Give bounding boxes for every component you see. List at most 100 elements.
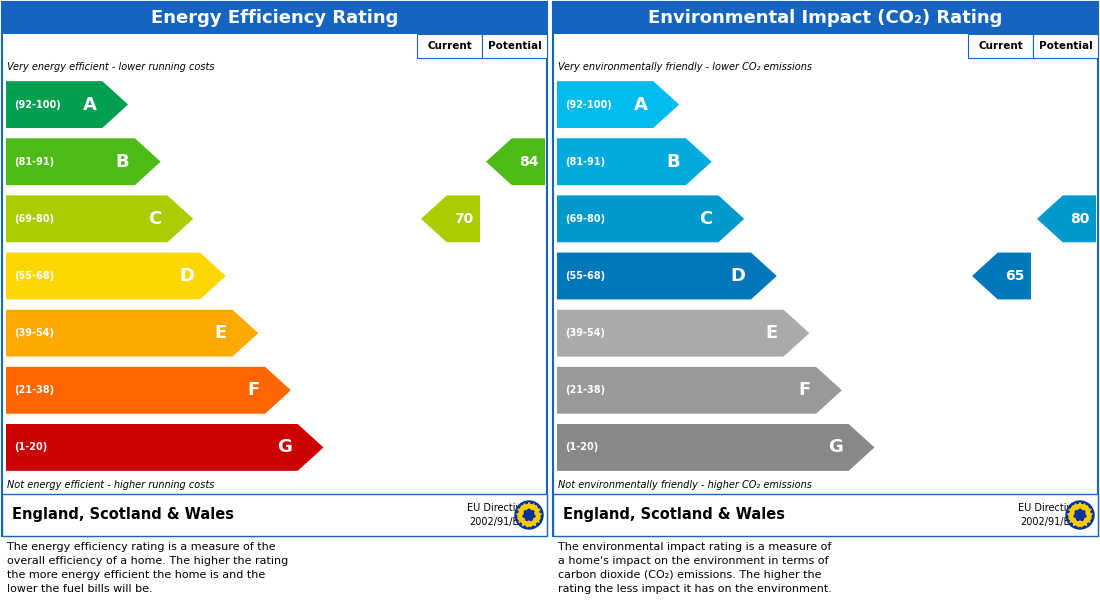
Polygon shape (526, 503, 532, 509)
Text: (21-38): (21-38) (14, 385, 54, 395)
Text: A: A (634, 95, 647, 113)
Polygon shape (1037, 195, 1096, 242)
Text: G: G (277, 439, 292, 456)
Text: Not energy efficient - higher running costs: Not energy efficient - higher running co… (7, 480, 214, 490)
Text: 80: 80 (1069, 212, 1089, 226)
Polygon shape (1072, 504, 1079, 510)
Polygon shape (6, 195, 194, 242)
Text: (21-38): (21-38) (565, 385, 605, 395)
Polygon shape (557, 310, 810, 357)
Text: (92-100): (92-100) (565, 100, 612, 110)
Polygon shape (534, 507, 540, 513)
Polygon shape (6, 81, 128, 128)
Polygon shape (518, 516, 525, 522)
Text: 84: 84 (518, 155, 538, 169)
Bar (553, 2, 1098, 34)
Bar (553, 2, 1098, 536)
Bar (417, 34, 482, 58)
Polygon shape (521, 519, 528, 525)
Text: D: D (179, 267, 194, 285)
Text: (1-20): (1-20) (565, 442, 598, 452)
Text: (39-54): (39-54) (14, 328, 54, 338)
Text: E: E (766, 324, 778, 342)
Text: Not environmentally friendly - higher CO₂ emissions: Not environmentally friendly - higher CO… (558, 480, 812, 490)
Text: B: B (116, 153, 129, 171)
Polygon shape (6, 424, 323, 471)
Polygon shape (535, 511, 541, 518)
Polygon shape (1068, 511, 1075, 518)
Text: 65: 65 (1004, 269, 1024, 283)
Text: (92-100): (92-100) (14, 100, 60, 110)
Bar (2, 2, 547, 34)
Polygon shape (1077, 521, 1084, 527)
Polygon shape (1085, 507, 1091, 513)
Circle shape (1066, 501, 1094, 529)
Polygon shape (6, 310, 258, 357)
Polygon shape (6, 138, 161, 185)
Text: D: D (730, 267, 745, 285)
Text: The energy efficiency rating is a measure of the
overall efficiency of a home. T: The energy efficiency rating is a measur… (7, 542, 288, 594)
Polygon shape (1069, 516, 1076, 522)
Text: C: C (700, 210, 713, 228)
Text: (55-68): (55-68) (14, 271, 54, 281)
Text: F: F (798, 381, 810, 399)
Text: (69-80): (69-80) (565, 214, 605, 224)
Text: Potential: Potential (487, 41, 541, 51)
Bar (968, 34, 1033, 58)
Polygon shape (518, 507, 525, 513)
Polygon shape (557, 253, 777, 299)
Bar (2, 494, 547, 536)
Polygon shape (972, 253, 1031, 299)
Text: EU Directive
2002/91/EC: EU Directive 2002/91/EC (466, 503, 527, 527)
Text: F: F (246, 381, 260, 399)
Text: G: G (828, 439, 843, 456)
Text: Energy Efficiency Rating: Energy Efficiency Rating (151, 9, 398, 27)
Polygon shape (557, 138, 712, 185)
Text: Current: Current (978, 41, 1023, 51)
Polygon shape (557, 367, 842, 414)
Text: Current: Current (427, 41, 472, 51)
Polygon shape (1077, 503, 1084, 509)
Text: (55-68): (55-68) (565, 271, 605, 281)
Text: EU Directive
2002/91/EC: EU Directive 2002/91/EC (1018, 503, 1078, 527)
Polygon shape (530, 504, 537, 510)
Circle shape (515, 501, 543, 529)
Text: (69-80): (69-80) (14, 214, 54, 224)
Text: Very environmentally friendly - lower CO₂ emissions: Very environmentally friendly - lower CO… (558, 62, 812, 72)
Text: England, Scotland & Wales: England, Scotland & Wales (12, 508, 234, 522)
Polygon shape (530, 519, 537, 525)
Polygon shape (521, 504, 528, 510)
Polygon shape (1086, 511, 1092, 518)
Polygon shape (534, 516, 540, 522)
Polygon shape (557, 195, 745, 242)
Bar (1033, 34, 1098, 58)
Text: (1-20): (1-20) (14, 442, 47, 452)
Polygon shape (517, 511, 524, 518)
Text: 70: 70 (454, 212, 473, 226)
Polygon shape (526, 521, 532, 527)
Polygon shape (486, 138, 544, 185)
Bar (553, 494, 1098, 536)
Text: E: E (214, 324, 227, 342)
Text: England, Scotland & Wales: England, Scotland & Wales (563, 508, 785, 522)
Text: (39-54): (39-54) (565, 328, 605, 338)
Text: Potential: Potential (1038, 41, 1092, 51)
Bar (2, 2, 547, 536)
Polygon shape (557, 81, 679, 128)
Text: Very energy efficient - lower running costs: Very energy efficient - lower running co… (7, 62, 214, 72)
Polygon shape (1085, 516, 1091, 522)
Polygon shape (1069, 507, 1076, 513)
Polygon shape (1072, 519, 1079, 525)
Polygon shape (421, 195, 480, 242)
Polygon shape (6, 253, 225, 299)
Text: Environmental Impact (CO₂) Rating: Environmental Impact (CO₂) Rating (648, 9, 1003, 27)
Polygon shape (1081, 519, 1088, 525)
Text: The environmental impact rating is a measure of
a home's impact on the environme: The environmental impact rating is a mea… (558, 542, 832, 594)
Polygon shape (1081, 504, 1088, 510)
Text: (81-91): (81-91) (565, 156, 605, 167)
Text: B: B (667, 153, 680, 171)
Polygon shape (6, 367, 290, 414)
Text: C: C (148, 210, 162, 228)
Bar (482, 34, 547, 58)
Text: (81-91): (81-91) (14, 156, 54, 167)
